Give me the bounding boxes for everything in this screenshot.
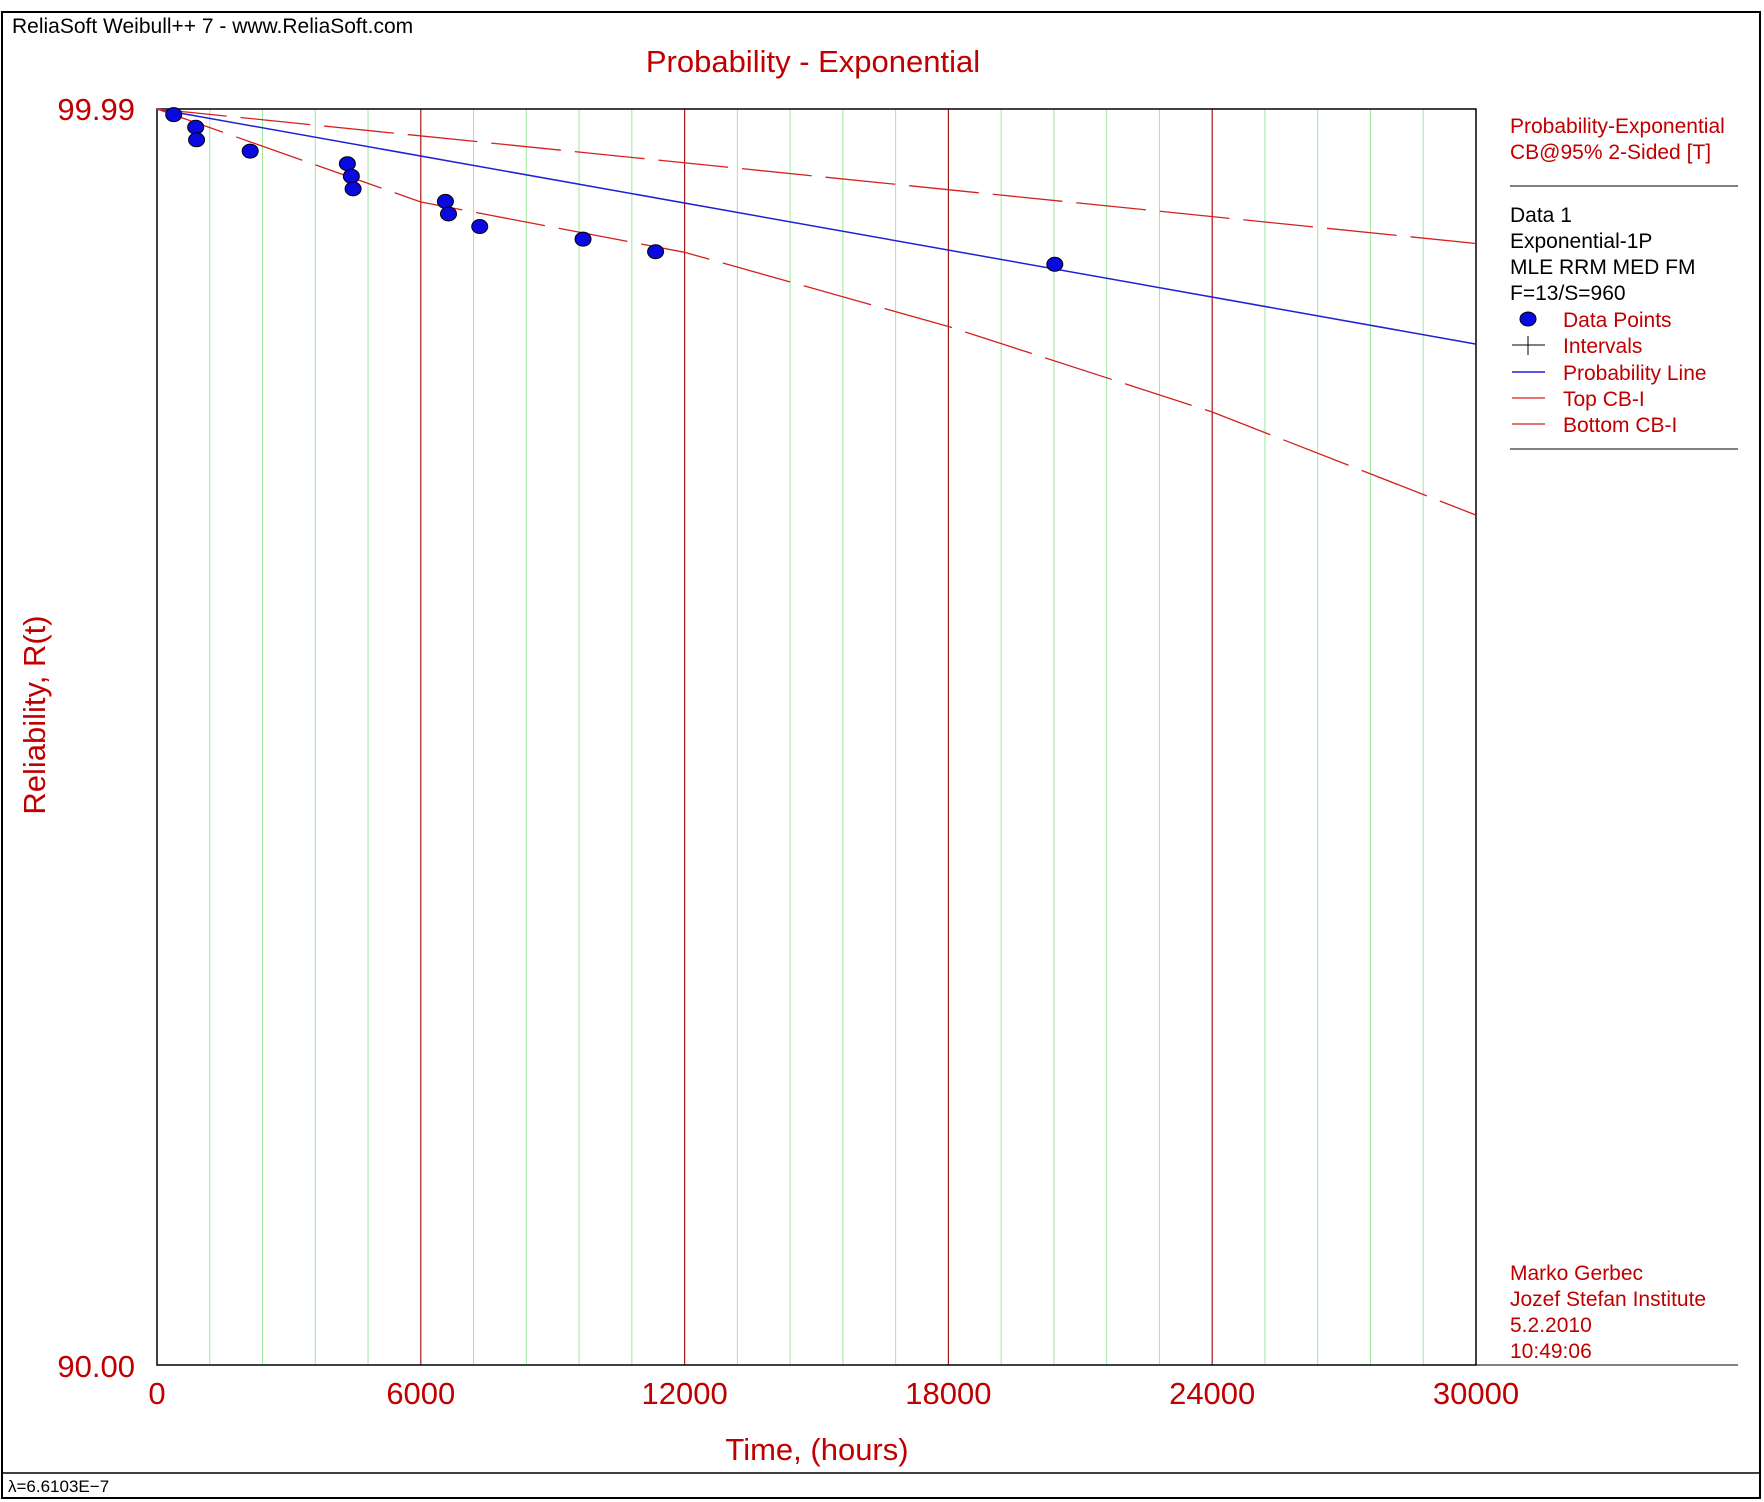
data-point bbox=[436, 193, 454, 209]
legend-entry-top-cb: Top CB-I bbox=[1563, 388, 1645, 411]
legend-info-line-2: Exponential-1P bbox=[1510, 230, 1652, 253]
data-point bbox=[574, 231, 592, 247]
grid bbox=[209, 109, 1424, 1365]
y-axis-label: Reliability, R(t) bbox=[17, 615, 52, 814]
data-point bbox=[187, 119, 205, 135]
data-point bbox=[188, 132, 206, 148]
legend-entry-probability-line: Probability Line bbox=[1563, 362, 1707, 385]
legend-header-line-1: Probability-Exponential bbox=[1510, 115, 1725, 138]
legend-info-line-3: MLE RRM MED FM bbox=[1510, 256, 1696, 279]
x-axis-label: Time, (hours) bbox=[725, 1432, 908, 1467]
data-point bbox=[342, 168, 360, 184]
plot-area-border bbox=[156, 108, 1477, 1366]
data-point bbox=[241, 143, 259, 159]
data-point bbox=[471, 219, 489, 235]
app-title: ReliaSoft Weibull++ 7 - www.ReliaSoft.co… bbox=[12, 15, 413, 38]
data-point bbox=[647, 244, 665, 260]
x-tick-label: 0 bbox=[148, 1376, 165, 1411]
top-cb-i bbox=[156, 108, 1477, 245]
legend-info-line-4: F=13/S=960 bbox=[1510, 282, 1626, 305]
legend-header-line-2: CB@95% 2-Sided [T] bbox=[1510, 141, 1711, 164]
legend-entry-bottom-cb: Bottom CB-I bbox=[1563, 414, 1677, 437]
legend-data-point-marker bbox=[1519, 311, 1537, 327]
data-point bbox=[439, 206, 457, 222]
signature-institution: Jozef Stefan Institute bbox=[1510, 1288, 1706, 1311]
x-tick-label: 24000 bbox=[1169, 1376, 1255, 1411]
signature-date: 5.2.2010 bbox=[1510, 1314, 1592, 1337]
x-tick-label: 30000 bbox=[1433, 1376, 1519, 1411]
signature-time: 10:49:06 bbox=[1510, 1340, 1592, 1363]
signature-name: Marko Gerbec bbox=[1510, 1262, 1643, 1285]
data-point bbox=[344, 181, 362, 197]
chart-title: Probability - Exponential bbox=[646, 44, 980, 79]
legend-info-line-1: Data 1 bbox=[1510, 204, 1572, 227]
data-point bbox=[1046, 256, 1064, 272]
probability-line bbox=[156, 108, 1477, 345]
x-tick-label: 6000 bbox=[386, 1376, 455, 1411]
data-point bbox=[165, 107, 183, 123]
series-layer bbox=[156, 107, 1477, 516]
legend-entry-data-points: Data Points bbox=[1563, 309, 1672, 332]
legend-entry-intervals: Intervals bbox=[1563, 335, 1642, 358]
x-axis-ticks: 0 6000 12000 18000 24000 30000 bbox=[148, 1376, 1519, 1411]
bottom-cb-i bbox=[156, 108, 1477, 516]
x-tick-label: 18000 bbox=[905, 1376, 991, 1411]
lambda-parameter: λ=6.6103E−7 bbox=[8, 1477, 109, 1496]
y-tick-top: 99.99 bbox=[57, 92, 135, 127]
outer-border bbox=[1, 11, 1761, 1499]
x-tick-label: 12000 bbox=[641, 1376, 727, 1411]
data-point bbox=[338, 156, 356, 172]
y-tick-bottom: 90.00 bbox=[57, 1349, 135, 1384]
